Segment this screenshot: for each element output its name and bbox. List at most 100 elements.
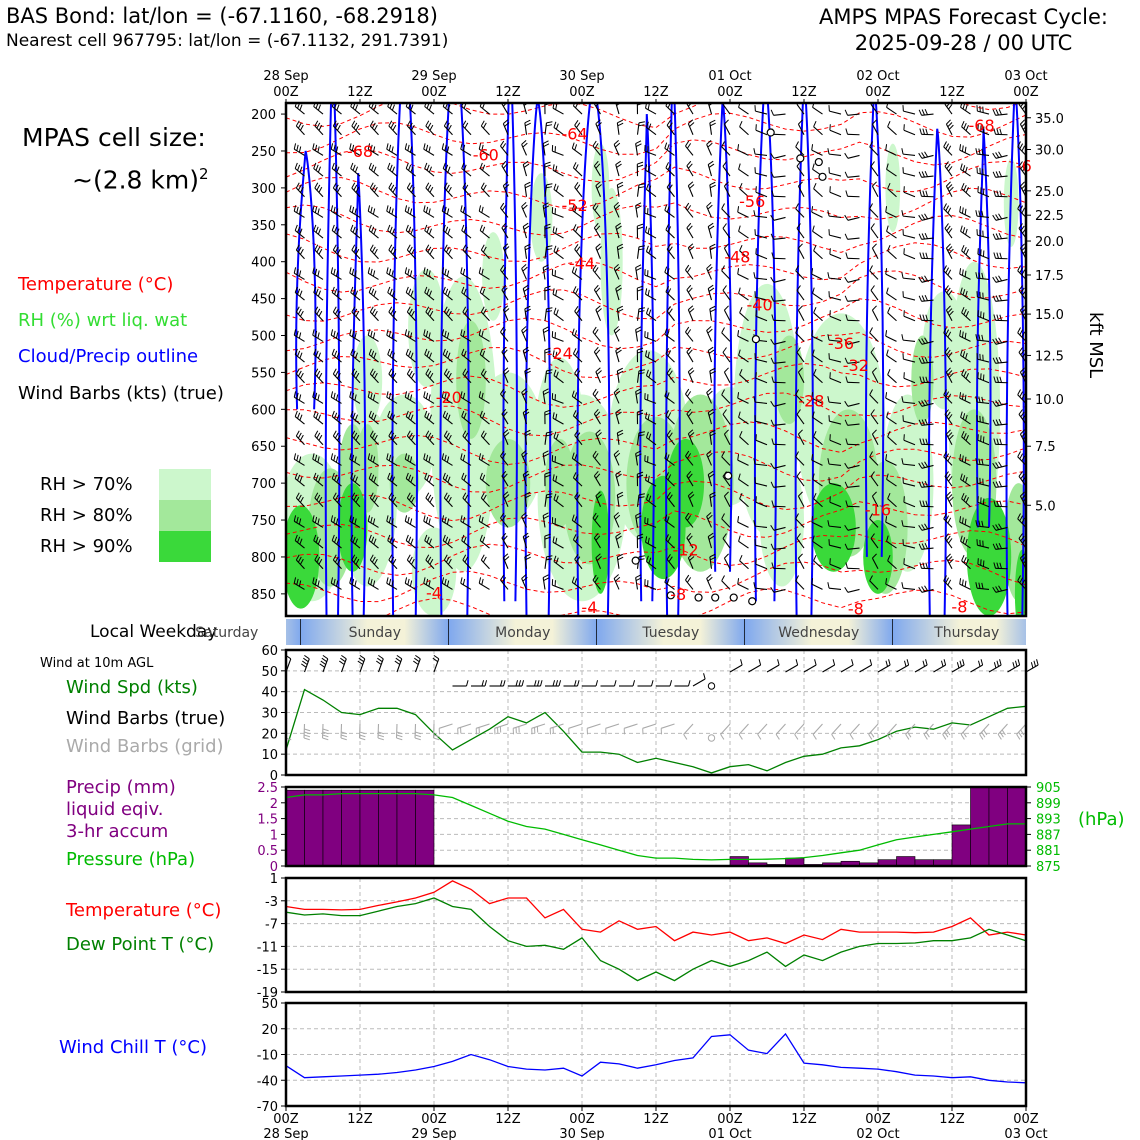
wind-barb-feather xyxy=(770,171,775,178)
wind-barb-feather xyxy=(918,295,923,302)
wind-barb xyxy=(443,497,453,508)
wind-barb-feather xyxy=(318,310,323,317)
wind-barb-feather xyxy=(543,391,550,395)
wind-barb-feather xyxy=(392,434,397,441)
wind-barb xyxy=(571,209,583,218)
wind-legend-barbs-true: Wind Barbs (true) xyxy=(66,708,226,729)
wind-barb-feather xyxy=(665,410,669,416)
wind-barb-feather xyxy=(738,411,741,418)
wind-barb-feather xyxy=(616,163,622,168)
wind-barb-feather xyxy=(981,334,984,341)
wind-barb-feather xyxy=(575,164,579,171)
wind-barb-feather xyxy=(479,348,483,355)
wind-barb-feather xyxy=(925,252,928,259)
wind-barb xyxy=(542,205,546,218)
wind-barb xyxy=(521,144,528,156)
wind-barb xyxy=(795,146,805,156)
temperature-panel: 1-3-7-11-15-19 xyxy=(257,872,1028,1001)
wind-barb-feather xyxy=(387,224,391,231)
wind-barb-feather xyxy=(635,140,642,144)
wind-barb-feather xyxy=(647,289,650,296)
wind-barb-feather xyxy=(948,352,953,358)
wind-barb-feather xyxy=(373,496,378,503)
wind-barb xyxy=(813,498,823,508)
wind-barb-feather xyxy=(428,476,432,483)
wind-barb-feather xyxy=(391,208,394,215)
top-date-label: 28 Sep xyxy=(263,69,308,84)
wind-barb-feather xyxy=(948,124,954,130)
surface-barb-feather xyxy=(885,660,889,667)
wind-barb-feather xyxy=(447,558,452,565)
wind-barb-feather xyxy=(544,285,551,289)
wind-barb-feather xyxy=(919,562,922,569)
wind-barb-feather xyxy=(553,493,557,500)
pressure-tick-label: 500 xyxy=(251,330,276,345)
wind-barb xyxy=(573,539,583,549)
wind-barb xyxy=(721,208,731,218)
wind-barb-feather xyxy=(389,474,393,481)
wind-barb-feather xyxy=(373,434,378,441)
wind-barb-feather xyxy=(1018,471,1023,477)
wind-barb xyxy=(479,168,490,177)
wind-barb-feather xyxy=(299,228,303,235)
wind-barb xyxy=(351,187,361,198)
wind-barb-feather xyxy=(946,553,951,559)
isotherm-label: -36 xyxy=(828,334,854,353)
wind-barb xyxy=(687,247,694,259)
wind-barb-feather xyxy=(478,577,482,584)
wind-barb xyxy=(542,577,546,590)
wind-barb-feather xyxy=(353,184,358,191)
wind-barb-feather xyxy=(925,128,928,135)
wind-barb-feather xyxy=(501,532,507,539)
wind-barb-feather xyxy=(721,327,725,333)
pressure-tick-label: 200 xyxy=(251,108,276,123)
wind-barb-feather xyxy=(795,451,799,458)
wind-barb-feather xyxy=(350,472,354,479)
wind-barb xyxy=(666,124,675,136)
wind-barb-feather xyxy=(592,140,597,147)
wind-barb xyxy=(829,463,842,466)
wind-barb-feather xyxy=(947,455,952,462)
wind-barb-feather xyxy=(965,373,969,379)
weekday-cell xyxy=(448,619,597,645)
wind-barb-feather xyxy=(460,205,463,212)
wind-barb-feather xyxy=(388,392,392,399)
wind-barb-feather xyxy=(739,431,743,437)
wind-barb-feather xyxy=(299,352,303,359)
surface-barb-feather xyxy=(396,734,403,738)
wind-barb-feather xyxy=(406,492,411,499)
wind-barb-feather xyxy=(312,453,315,460)
wind-barb-feather xyxy=(844,152,849,159)
wind-barb-feather xyxy=(965,104,968,111)
rh-blob xyxy=(591,490,610,594)
wind-barb-feather xyxy=(299,434,304,441)
wind-barb-feather xyxy=(336,228,340,235)
wind-barb-feather xyxy=(354,352,358,359)
surface-barb-feather xyxy=(870,731,875,738)
wind-barb-feather xyxy=(387,162,391,169)
wind-barb-feather xyxy=(369,120,374,127)
wind-barb-feather xyxy=(315,288,319,295)
wind-barb-feather xyxy=(948,538,953,544)
wind-barb-feather xyxy=(444,516,447,523)
wind-barb xyxy=(829,482,842,487)
wind-barb-feather xyxy=(392,496,397,503)
wind-barb-feather xyxy=(314,516,318,523)
wind-barb-feather xyxy=(408,412,412,419)
isotherm-label: -48 xyxy=(724,248,750,267)
wind-barb xyxy=(739,188,749,198)
wind-barb-feather xyxy=(686,391,692,397)
wind-barb-feather xyxy=(995,338,1000,344)
wind-barb xyxy=(687,495,694,507)
wind-barb-feather xyxy=(575,536,579,543)
wind-barb xyxy=(737,521,749,528)
surface-barb-feather xyxy=(319,663,325,668)
wind-barb xyxy=(870,228,879,239)
wind-barb xyxy=(773,402,786,407)
wind-barb-feather xyxy=(571,266,575,273)
surface-barb-feather xyxy=(534,680,537,687)
surface-barb-feather xyxy=(795,659,799,666)
wind-barb-feather xyxy=(410,434,415,441)
wind-barb-feather xyxy=(738,103,741,108)
wind-barb-feather xyxy=(297,412,301,419)
